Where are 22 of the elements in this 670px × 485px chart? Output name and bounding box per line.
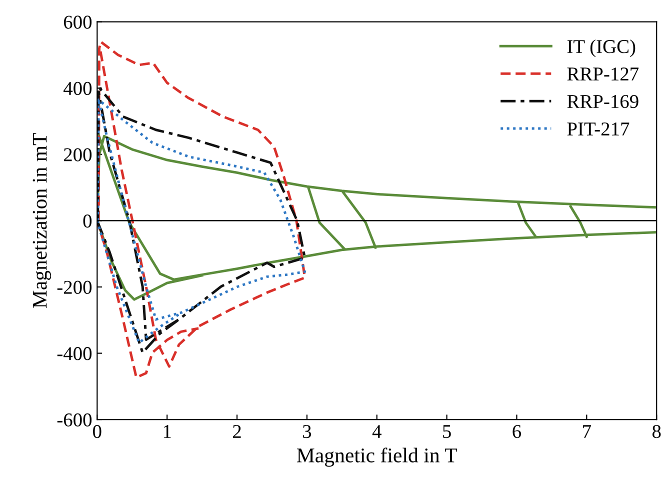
x-axis-title: Magnetic field in T: [296, 448, 458, 467]
x-tick-label: 6: [512, 425, 522, 438]
y-tick-label: 200: [64, 148, 92, 162]
x-tick-label: 0: [93, 424, 102, 438]
x-tick-label: 4: [372, 425, 382, 438]
legend-label: RRP-127: [567, 68, 639, 80]
legend-label: PIT-217: [567, 122, 630, 136]
x-tick-label: 2: [233, 425, 241, 438]
x-tick-label: 3: [303, 425, 312, 438]
y-tick-label: -400: [57, 347, 92, 360]
y-tick-label: -600: [57, 413, 92, 426]
y-axis-title: Magnetization in mT: [32, 133, 52, 308]
y-tick-label: 0: [83, 214, 92, 228]
x-tick-label: 8: [652, 424, 661, 438]
y-tick-label: 600: [64, 16, 92, 29]
legend-label: IT (IGC): [567, 39, 636, 58]
x-tick-label: 5: [443, 425, 451, 438]
y-tick-label: -200: [57, 280, 92, 294]
legend-label: RRP-169: [567, 95, 638, 108]
x-tick-label: 7: [583, 425, 591, 438]
y-tick-label: 400: [64, 82, 92, 96]
x-tick-label: 1: [164, 425, 171, 438]
